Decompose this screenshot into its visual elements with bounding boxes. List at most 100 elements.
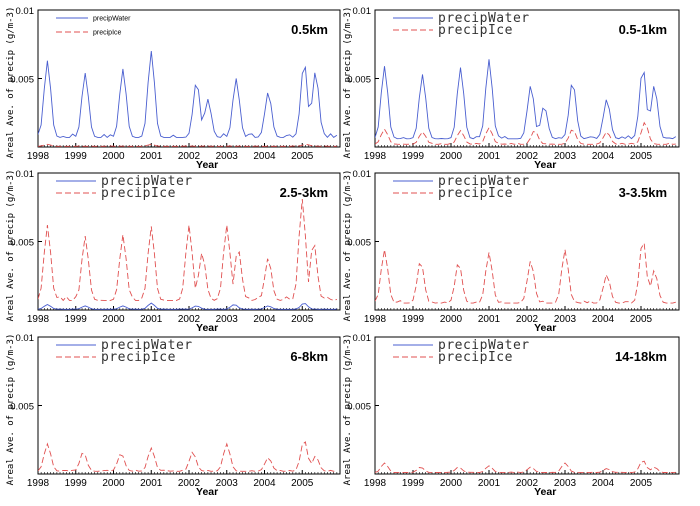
chart-panel-4: 0.01 0.005 1998 1999 2000 2001 2002 2003 2004 200… — [343, 169, 680, 334]
x-axis-label: Year — [196, 159, 218, 171]
x-tick-label: 2002 — [516, 151, 539, 162]
y-axis-label: Areal Ave. of precip (g/m-3) — [6, 7, 16, 159]
x-tick-label: 2005 — [291, 151, 314, 162]
panel-title: 0.5-1km — [619, 22, 667, 37]
x-tick-label: 1998 — [364, 151, 387, 162]
chart-panel-3: 0.01 0.005 1998 1999 2000 2001 2002 2003 2004 200… — [6, 169, 341, 334]
y-axis-label: Areal Ave. of precip (g/m-3) — [343, 7, 353, 159]
y-tick-label: 0.01 — [16, 6, 35, 17]
series-line-precip-water — [38, 302, 337, 310]
x-tick-label: 2003 — [216, 151, 239, 162]
x-tick-label: 2004 — [592, 151, 615, 162]
y-axis-label: Areal Ave. of precip (g/m-3) — [343, 334, 353, 486]
x-axis-label: Year — [196, 322, 218, 334]
panel-title: 2.5-3km — [280, 185, 328, 200]
y-tick-label: 0.01 — [16, 333, 35, 344]
y-tick-label: 0.005 — [347, 238, 371, 249]
x-tick-label: 2005 — [630, 151, 653, 162]
y-tick-label: 0.005 — [10, 402, 34, 413]
chart-panel-1: 0.01 0.005 1998 1999 2000 2001 2002 2003 2004 200… — [6, 6, 341, 171]
x-tick-label: 2002 — [516, 478, 539, 489]
x-tick-label: 1999 — [65, 151, 88, 162]
panel-title: 14-18km — [615, 349, 667, 364]
x-tick-label: 2004 — [253, 314, 276, 325]
y-axis-label: Areal Ave. of precip (g/m-3) — [343, 170, 353, 322]
x-tick-label: 2005 — [630, 478, 653, 489]
y-tick-label: 0.01 — [16, 169, 35, 180]
x-tick-label: 1998 — [27, 314, 50, 325]
x-tick-label: 2004 — [592, 478, 615, 489]
x-tick-label: 2005 — [291, 478, 314, 489]
x-tick-label: 2003 — [554, 151, 577, 162]
legend-label-precip-ice: precipIce — [438, 23, 513, 38]
x-tick-label: 2001 — [478, 151, 501, 162]
y-tick-label: 0.01 — [353, 169, 372, 180]
x-tick-label: 1998 — [27, 151, 50, 162]
panel-title: 6-8km — [290, 349, 328, 364]
x-tick-label: 2002 — [178, 478, 201, 489]
legend-label-precip-water: precipWater — [438, 11, 530, 26]
x-tick-label: 2002 — [178, 314, 201, 325]
y-tick-label: 0.005 — [347, 402, 371, 413]
x-tick-label: 2003 — [554, 478, 577, 489]
x-tick-label: 2001 — [140, 478, 163, 489]
y-tick-label: 0.01 — [353, 6, 372, 17]
x-tick-label: 1998 — [364, 478, 387, 489]
panel-title: 0.5km — [291, 22, 328, 37]
legend-label-precip-ice: precipIce — [101, 186, 176, 201]
y-tick-label: 0.005 — [10, 75, 34, 86]
series-line-precip-ice — [38, 143, 337, 147]
x-tick-label: 1998 — [27, 478, 50, 489]
legend-label-precip-water: precipWater — [101, 174, 193, 189]
legend-label-precip-water: precipWater — [438, 174, 530, 189]
x-tick-label: 2005 — [291, 314, 314, 325]
series-line-precip-ice — [375, 241, 676, 304]
x-tick-label: 2004 — [253, 478, 276, 489]
legend-label-precip-ice: precipIce — [93, 30, 122, 37]
x-tick-label: 2004 — [592, 314, 615, 325]
y-tick-label: 0.005 — [347, 75, 371, 86]
x-tick-label: 2000 — [102, 151, 125, 162]
legend-label-precip-water: precipWater — [101, 338, 193, 353]
series-line-precip-water — [375, 59, 677, 140]
chart-panel-2: 0.01 0.005 1998 1999 2000 2001 2002 2003 2004 200… — [343, 6, 680, 171]
y-tick-label: 0.01 — [353, 333, 372, 344]
x-tick-label: 2001 — [478, 478, 501, 489]
x-tick-label: 2000 — [102, 478, 125, 489]
y-tick-label: 0.005 — [10, 238, 34, 249]
x-tick-label: 2002 — [516, 314, 539, 325]
x-tick-label: 2003 — [216, 478, 239, 489]
x-tick-label: 2005 — [630, 314, 653, 325]
x-tick-label: 1998 — [364, 314, 387, 325]
x-tick-label: 2000 — [102, 314, 125, 325]
x-tick-label: 2000 — [440, 314, 463, 325]
x-tick-label: 2000 — [440, 478, 463, 489]
x-tick-label: 1999 — [65, 314, 88, 325]
x-tick-label: 1999 — [402, 478, 425, 489]
x-tick-label: 1999 — [402, 151, 425, 162]
x-axis-label: Year — [196, 486, 218, 498]
x-tick-label: 1999 — [65, 478, 88, 489]
series-line-precip-ice — [375, 460, 676, 474]
series-line-precip-water — [38, 51, 338, 138]
x-axis-label: Year — [534, 322, 556, 334]
legend-label-precip-water: precipWater — [438, 338, 530, 353]
x-axis-label: Year — [534, 159, 556, 171]
legend-label-precip-ice: precipIce — [438, 186, 513, 201]
x-tick-label: 2001 — [140, 314, 163, 325]
legend-label-precip-ice: precipIce — [101, 350, 176, 365]
x-axis-label: Year — [534, 486, 556, 498]
legend-label-precip-water: precipWater — [93, 16, 131, 23]
panel-title: 3-3.5km — [619, 185, 667, 200]
x-tick-label: 2000 — [440, 151, 463, 162]
series-line-precip-ice — [375, 121, 676, 145]
x-tick-label: 2002 — [178, 151, 201, 162]
y-axis-label: Areal Ave. of precip (g/m-3) — [6, 334, 16, 486]
legend-label-precip-ice: precipIce — [438, 350, 513, 365]
x-tick-label: 2001 — [140, 151, 163, 162]
chart-panel-6: 0.01 0.005 1998 1999 2000 2001 2002 2003 2004 200… — [343, 333, 680, 498]
x-tick-label: 2003 — [216, 314, 239, 325]
chart-panel-5: 0.01 0.005 1998 1999 2000 2001 2002 2003 2004 200… — [6, 333, 341, 498]
series-line-precip-ice — [38, 198, 338, 302]
